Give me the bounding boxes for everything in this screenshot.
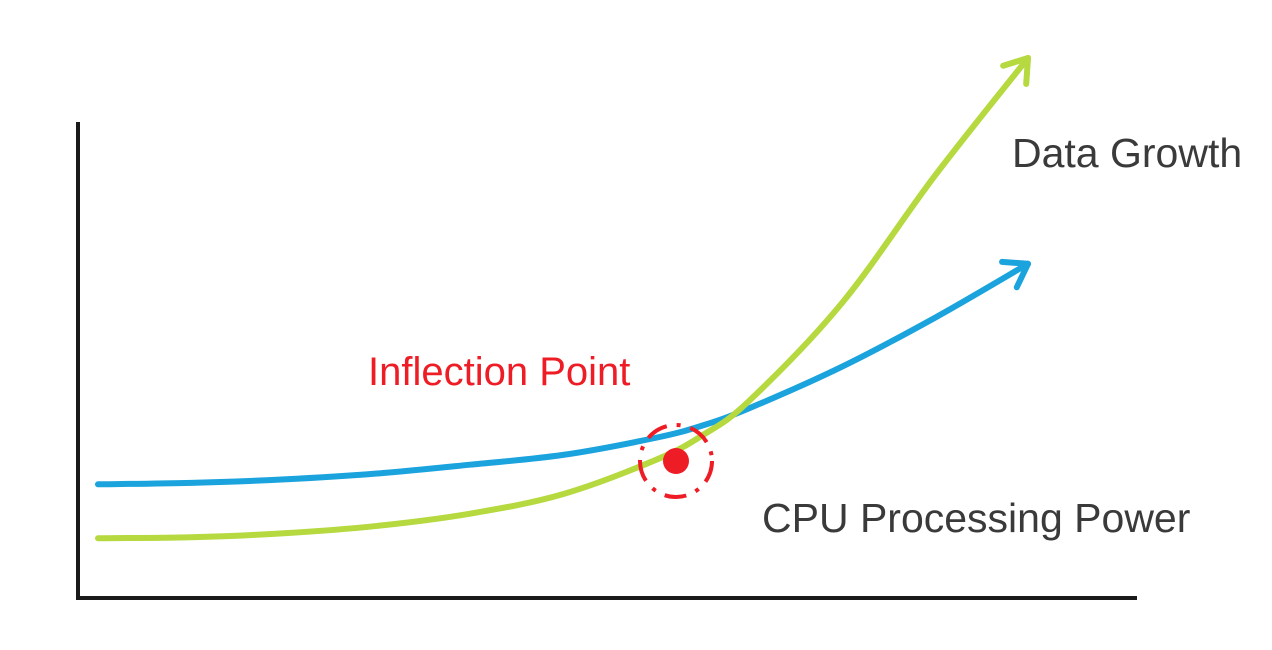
- series-line-cpu-power: [95, 260, 1031, 488]
- series-layer: [95, 55, 1031, 542]
- inflection-dot: [663, 448, 689, 474]
- series-label-cpu-power: CPU Processing Power: [762, 495, 1190, 541]
- inflection-marker: [638, 423, 714, 499]
- arrowhead-data-growth: [1000, 55, 1031, 87]
- arrowhead-cpu-power: [999, 258, 1031, 291]
- annotation-inflection-point: Inflection Point: [368, 350, 630, 394]
- series-label-data-growth: Data Growth: [1012, 130, 1242, 176]
- series-line-data-growth: [95, 55, 1031, 542]
- inflection-ring: [638, 423, 714, 499]
